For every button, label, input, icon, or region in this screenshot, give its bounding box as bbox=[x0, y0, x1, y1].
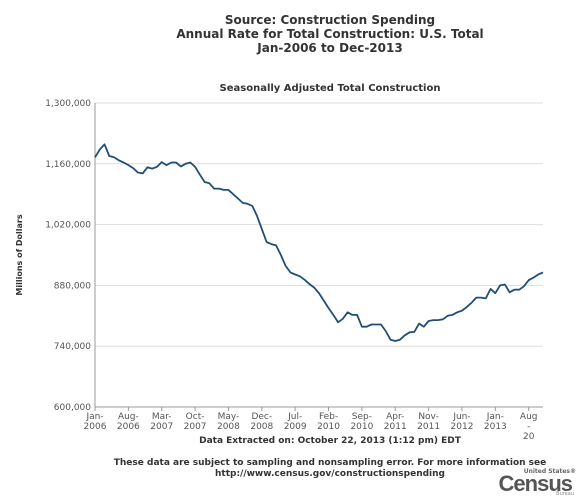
x-tick-label: Sep-2010 bbox=[350, 412, 373, 432]
x-tick-label: Aug-2013 bbox=[520, 412, 538, 440]
y-axis-label: Millions of Dollars bbox=[15, 214, 24, 295]
data-extracted-note: Data Extracted on: October 22, 2013 (1:1… bbox=[199, 436, 461, 446]
x-tick-label: Mar-2007 bbox=[150, 412, 173, 432]
y-tick-label: 740,000 bbox=[54, 342, 91, 352]
x-tick-label: Oct-2007 bbox=[184, 412, 207, 432]
x-tick-label: Jan-2013 bbox=[484, 412, 507, 432]
logo-census: Census bbox=[498, 471, 573, 496]
x-tick-label: Jun-2012 bbox=[451, 412, 474, 432]
header-line-2: Annual Rate for Total Construction: U.S.… bbox=[176, 27, 484, 41]
x-tick-label: May-2008 bbox=[217, 412, 240, 432]
x-tick-label: Aug-2006 bbox=[117, 412, 140, 432]
line-chart: 1,300,000 1,160,000 1,020,000 880,000 740,00… bbox=[15, 99, 544, 440]
x-tick-label: Nov-2011 bbox=[417, 412, 440, 432]
logo-united-states: United States® bbox=[523, 468, 576, 475]
logo-bureau: Bureau bbox=[556, 491, 574, 497]
x-tick-label: Feb-2010 bbox=[317, 412, 340, 432]
header-line-3: Jan-2006 to Dec-2013 bbox=[257, 41, 403, 55]
x-tick-label: Apr-2011 bbox=[384, 412, 407, 432]
y-tick-label: 1,020,000 bbox=[45, 221, 91, 231]
census-bureau-logo: United States® Census Bureau bbox=[499, 468, 576, 497]
series-line-total-construction bbox=[94, 143, 544, 342]
sampling-error-note: These data are subject to sampling and n… bbox=[113, 458, 547, 468]
x-tick-label: Jul-2009 bbox=[284, 412, 307, 432]
y-tick-label: 600,000 bbox=[54, 403, 91, 413]
y-tick-label: 880,000 bbox=[54, 281, 91, 291]
census-url[interactable]: http://www.census.gov/constructionspendi… bbox=[214, 469, 445, 479]
y-tick-label: 1,300,000 bbox=[45, 99, 91, 109]
header-line-1: Source: Construction Spending bbox=[224, 13, 436, 27]
x-tick-label: Jan-2006 bbox=[84, 412, 107, 432]
chart-title: Seasonally Adjusted Total Construction bbox=[219, 83, 441, 94]
y-tick-label: 1,160,000 bbox=[45, 160, 91, 170]
x-tick-label: Dec-2008 bbox=[250, 412, 273, 432]
